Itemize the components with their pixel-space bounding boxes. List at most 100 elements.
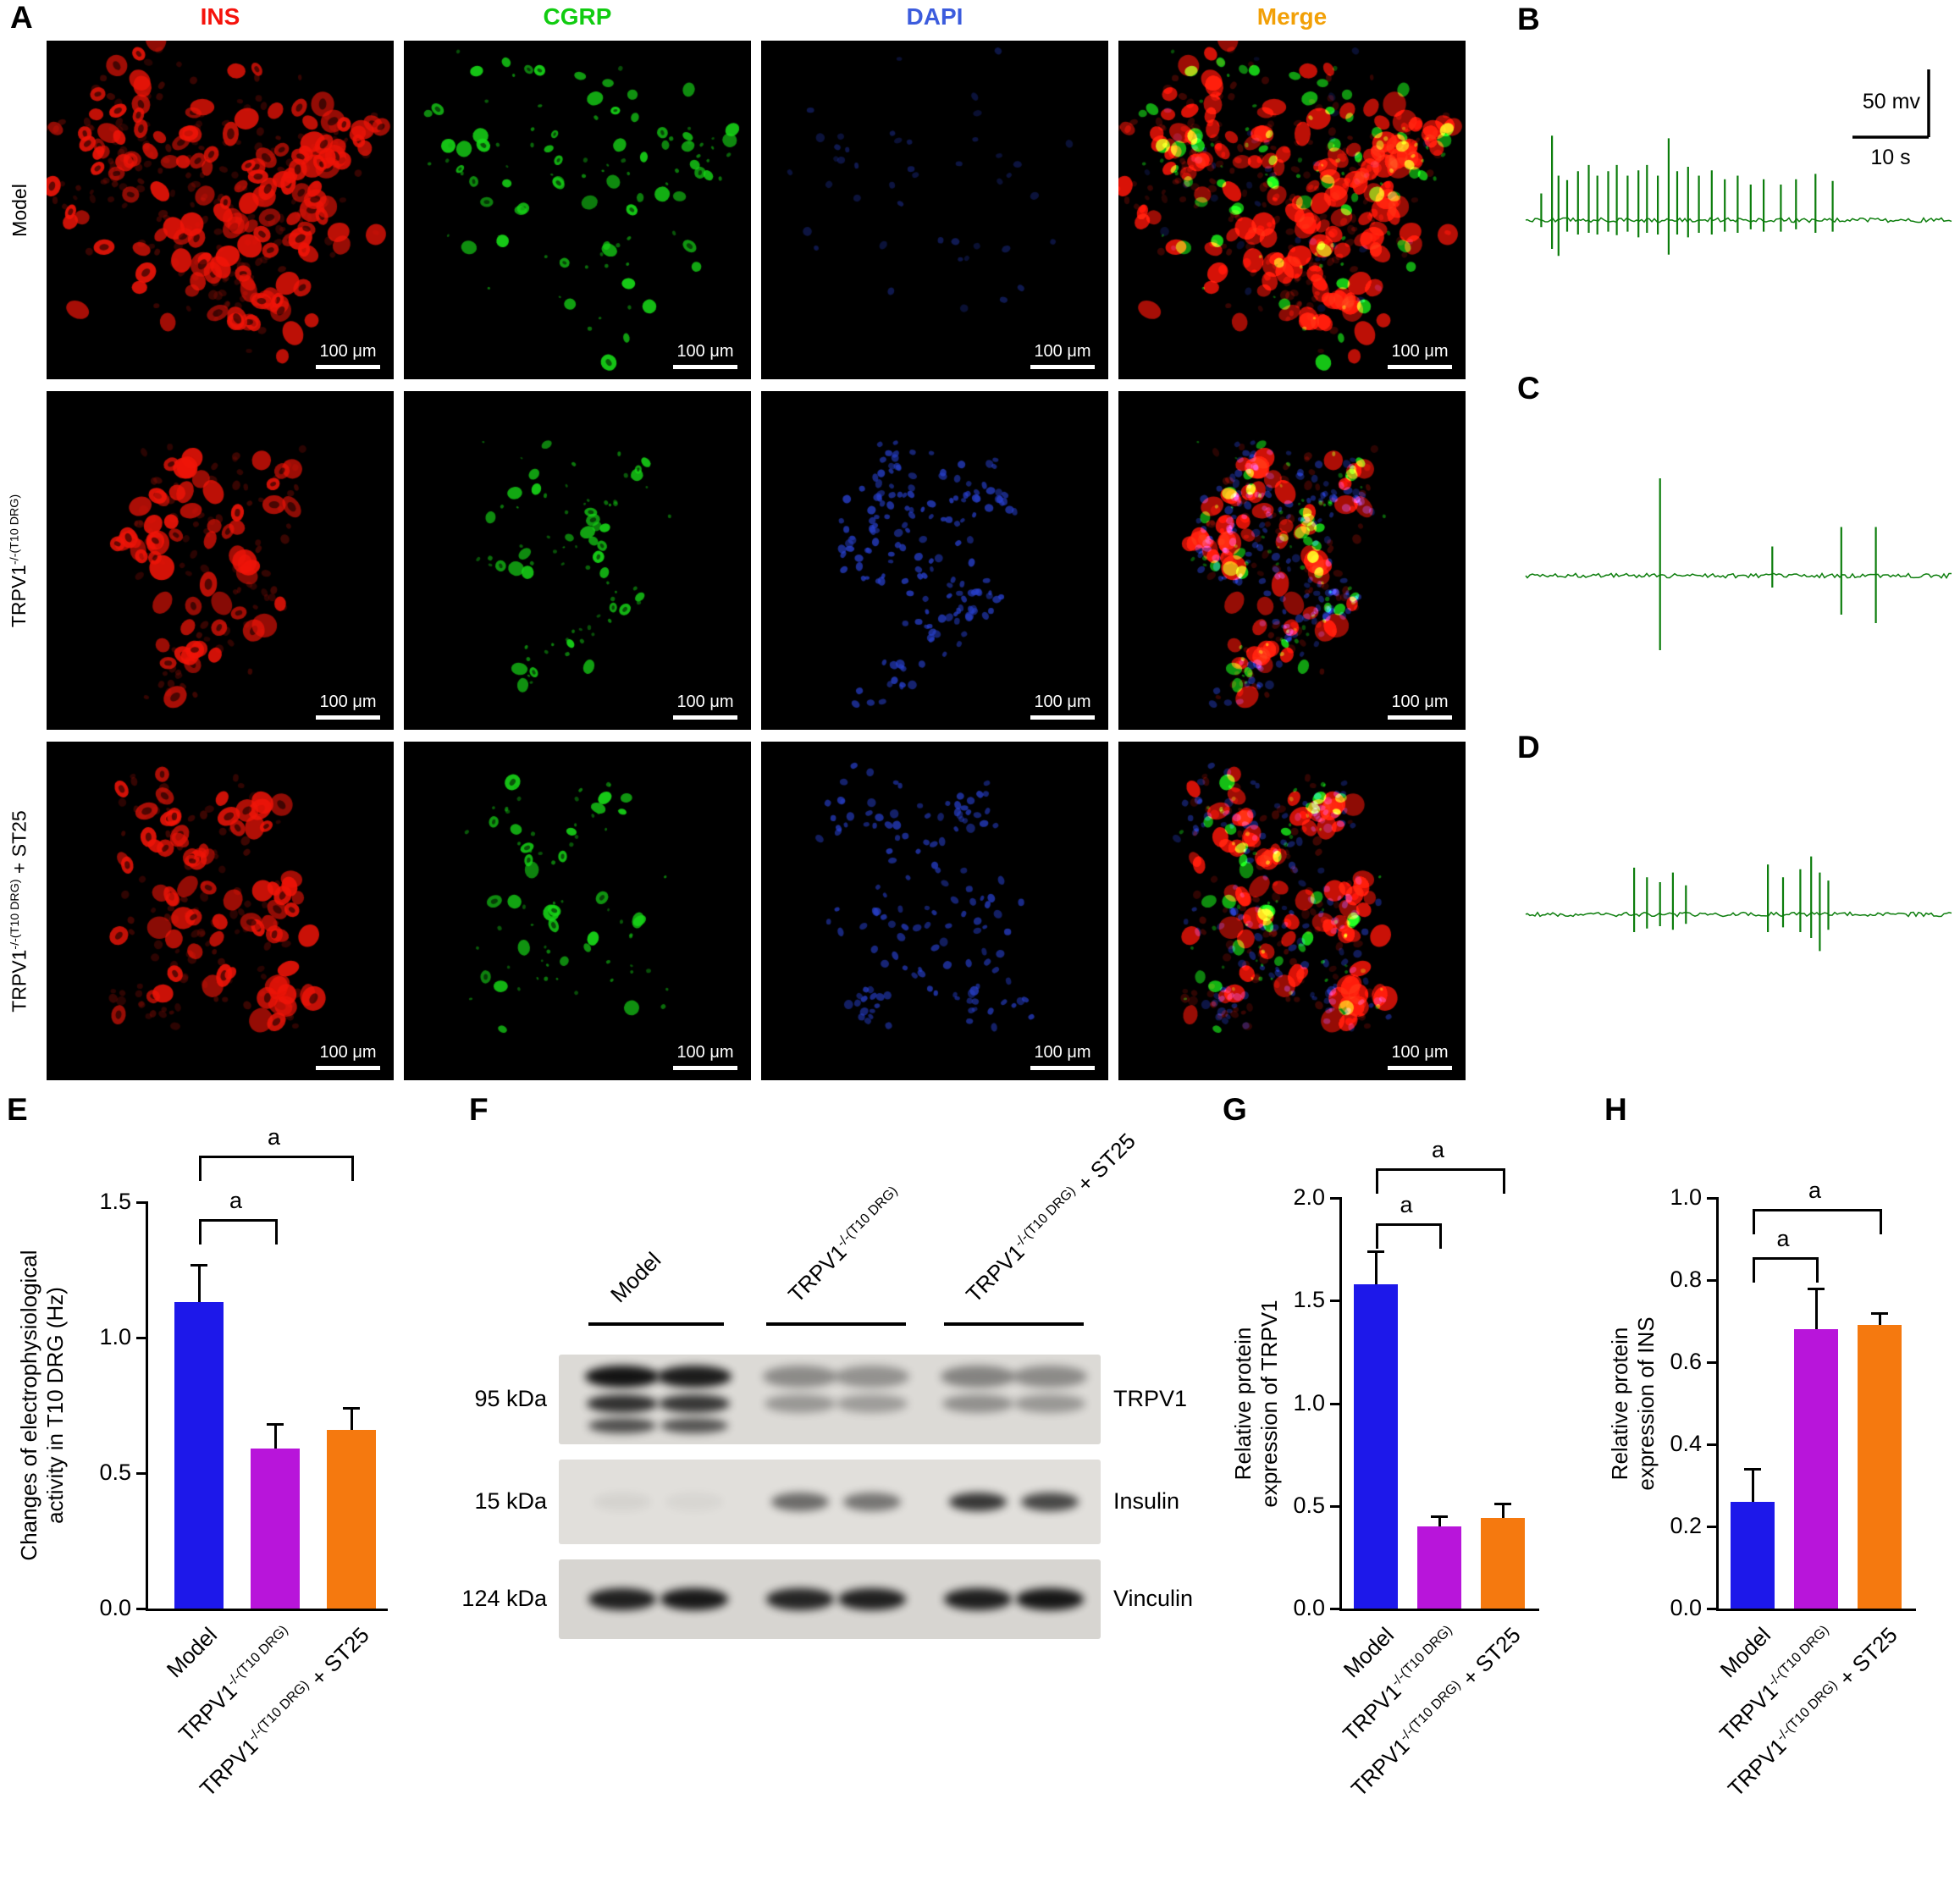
scale-bar: 100 μm — [316, 342, 380, 369]
y-axis-line — [146, 1201, 148, 1611]
scale-bar-label: 100 μm — [676, 1043, 734, 1062]
error-bar-cap — [1808, 1287, 1825, 1290]
micrograph-merge-row2: 100 μm — [1118, 742, 1466, 1080]
y-tick — [1707, 1526, 1717, 1528]
blot-band — [1021, 1493, 1079, 1511]
row-label-text: TRPV1-/-(T10 DRG) + ST25 — [8, 810, 31, 1012]
label-suffix: + ST25 — [1830, 1622, 1903, 1696]
y-axis-title-line2: activity in T10 DRG (Hz) — [42, 1287, 68, 1524]
row-label-0: Model — [0, 41, 39, 379]
blot-band — [657, 1366, 732, 1388]
lane-group-label-1: TRPV1-/-(T10 DRG) — [783, 1183, 908, 1308]
x-tick-label-0: Model — [1339, 1622, 1400, 1683]
panel-f-blot: F Model TRPV1-/-(T10 DRG) TRPV1-/-(T10 DRG)… — [457, 1084, 1219, 1904]
blot-band — [766, 1588, 834, 1610]
scale-bar: 100 μm — [316, 693, 380, 720]
panel-label-g: G — [1223, 1092, 1247, 1127]
scale-bar: 100 μm — [1030, 342, 1095, 369]
panel-e-chart: E Changes of electrophysiological activity… — [0, 1084, 449, 1904]
sig-label: a — [1432, 1137, 1445, 1162]
sig-bracket-right-tick — [275, 1219, 278, 1244]
trace-baseline — [1525, 571, 1952, 580]
error-bar-line — [274, 1424, 277, 1449]
blot-band — [838, 1588, 906, 1610]
error-bar-cap — [267, 1423, 284, 1427]
scale-bar-line — [1388, 715, 1452, 720]
panel-label-d: D — [1517, 730, 1540, 764]
label-base: TRPV1 — [961, 1239, 1030, 1308]
y-axis-title-line2: expression of INS — [1633, 1316, 1659, 1491]
blot-band — [594, 1493, 651, 1511]
sig-bracket-left-tick — [1753, 1257, 1755, 1283]
sig-label: a — [1808, 1178, 1822, 1203]
blot-band — [771, 1493, 829, 1511]
sig-bracket-right-tick — [1816, 1257, 1819, 1283]
scale-bar-label: 100 μm — [1391, 693, 1449, 711]
micrograph-canvas — [404, 391, 751, 730]
micrograph-canvas — [761, 742, 1108, 1080]
scale-bar: 100 μm — [1388, 693, 1452, 720]
x-axis-line — [146, 1609, 388, 1611]
micrograph-dapi-row1: 100 μm — [761, 391, 1108, 730]
micrograph-canvas — [47, 391, 394, 730]
trace-spikes — [1633, 856, 1830, 952]
blot-band — [659, 1394, 730, 1413]
sig-bracket-right-tick — [1439, 1223, 1442, 1249]
kda-label: 15 kDa — [474, 1488, 547, 1514]
column-header-ins: INS — [200, 3, 240, 30]
y-tick-label: 0.0 — [99, 1595, 131, 1620]
label-superscript: -/-(T10 DRG) — [1388, 1622, 1455, 1690]
blot-band — [949, 1493, 1007, 1511]
error-bar-line — [1375, 1251, 1378, 1284]
y-tick — [1707, 1361, 1717, 1364]
sig-bracket-left-tick — [1753, 1209, 1755, 1234]
sig-bracket-right-tick — [1503, 1168, 1505, 1194]
label-suffix: + ST25 — [1067, 1128, 1140, 1201]
micrograph-ins-row0: 100 μm — [47, 41, 394, 379]
row-label-1: TRPV1-/-(T10 DRG) — [0, 391, 39, 730]
blot-strip-trpv1 — [559, 1355, 1101, 1444]
y-tick-label: 1.0 — [1670, 1184, 1702, 1210]
y-tick-label: 1.0 — [99, 1324, 131, 1349]
scale-bar-label: 100 μm — [676, 342, 734, 361]
label-base: Model — [8, 183, 30, 237]
micrograph-canvas — [1118, 391, 1466, 730]
sig-bracket-horizontal — [1376, 1168, 1505, 1171]
micrograph-dapi-row2: 100 μm — [761, 742, 1108, 1080]
trace-panel-c — [1524, 474, 1956, 677]
y-axis-title-line1: Relative protein — [1230, 1327, 1256, 1480]
sig-bracket-horizontal — [1376, 1223, 1442, 1226]
scale-bar-label: 100 μm — [1034, 1043, 1091, 1062]
micrograph-canvas — [404, 41, 751, 379]
trace-panel-b: 50 mv 10 s — [1524, 51, 1956, 330]
y-axis-title-line1: Changes of electrophysiological — [16, 1250, 41, 1561]
blot-strip-insulin — [559, 1460, 1101, 1544]
lane-group-line — [766, 1322, 906, 1326]
y-axis-line — [1339, 1197, 1342, 1611]
error-bar-line — [1752, 1469, 1754, 1502]
label-base: TRPV1 — [195, 1733, 263, 1802]
micrograph-canvas — [404, 742, 751, 1080]
bar-trpv1-t10-drg- — [251, 1449, 300, 1609]
panel-label-a: A — [10, 0, 33, 35]
y-tick-label: 1.0 — [1293, 1389, 1325, 1416]
scale-bar: 100 μm — [673, 693, 737, 720]
sig-bracket-horizontal — [1753, 1257, 1819, 1260]
scale-bar: 100 μm — [316, 1043, 380, 1070]
scale-bar-label: 100 μm — [319, 1043, 377, 1062]
error-bar-line — [198, 1264, 201, 1303]
label-superscript: -/-(T10 DRG) — [8, 494, 22, 565]
scale-bar-line — [316, 1066, 380, 1070]
error-bar-cap — [1431, 1515, 1448, 1518]
kda-label: 124 kDa — [461, 1586, 547, 1611]
label-suffix: + ST25 — [8, 809, 30, 879]
y-tick — [1330, 1300, 1340, 1303]
scale-bar-label: 100 μm — [1391, 342, 1449, 361]
blot-band — [1014, 1394, 1085, 1413]
panel-label-h: H — [1604, 1092, 1627, 1127]
trace-spikes — [1659, 478, 1877, 650]
scale-bar: 100 μm — [1030, 693, 1095, 720]
scale-bar: 100 μm — [1388, 1043, 1452, 1070]
label-base: Model — [1714, 1622, 1776, 1683]
